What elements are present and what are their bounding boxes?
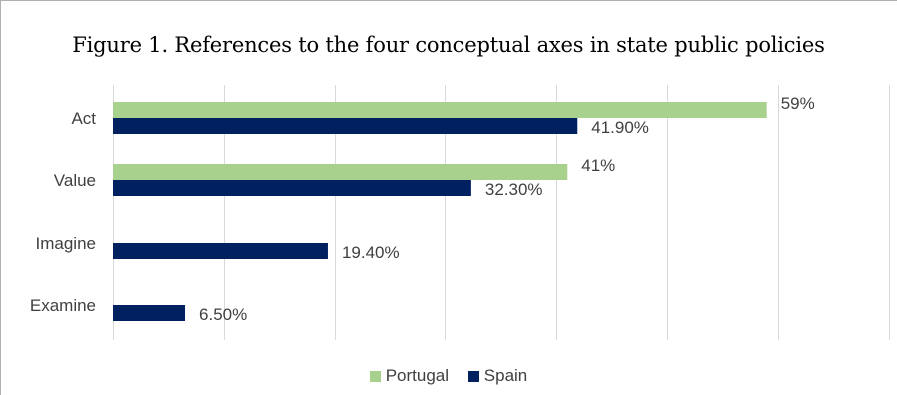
bars <box>113 102 767 321</box>
data-label-spain-imagine: 19.40% <box>342 243 400 262</box>
data-label-spain-act: 41.90% <box>591 118 649 137</box>
gridlines <box>113 85 890 340</box>
category-label-act: Act <box>71 109 96 128</box>
data-label-spain-value: 32.30% <box>485 180 543 199</box>
data-label-spain-examine: 6.50% <box>199 305 247 324</box>
legend-swatch-spain <box>467 370 479 382</box>
bar-spain-value <box>113 180 471 196</box>
data-label-portugal-value: 41% <box>581 156 615 175</box>
bar-portugal-value <box>113 164 568 180</box>
legend: Portugal Spain <box>0 366 897 387</box>
bar-spain-examine <box>113 305 186 321</box>
bar-portugal-act <box>113 102 767 118</box>
legend-item-spain: Spain <box>467 366 528 386</box>
category-label-imagine: Imagine <box>36 234 96 253</box>
legend-swatch-portugal <box>369 370 381 382</box>
legend-label-spain: Spain <box>483 366 528 385</box>
category-label-examine: Examine <box>30 296 96 315</box>
data-label-portugal-act: 59% <box>781 94 815 113</box>
labels: Act Value Imagine Examine 59% 41% 41.90% 32.30%… <box>30 94 815 324</box>
bar-spain-imagine <box>113 243 328 259</box>
chart-title: Figure 1. References to the four concept… <box>72 33 825 57</box>
legend-item-portugal: Portugal <box>369 366 450 386</box>
legend-label-portugal: Portugal <box>385 366 450 385</box>
bar-spain-act <box>113 118 578 134</box>
category-label-value: Value <box>54 171 96 190</box>
